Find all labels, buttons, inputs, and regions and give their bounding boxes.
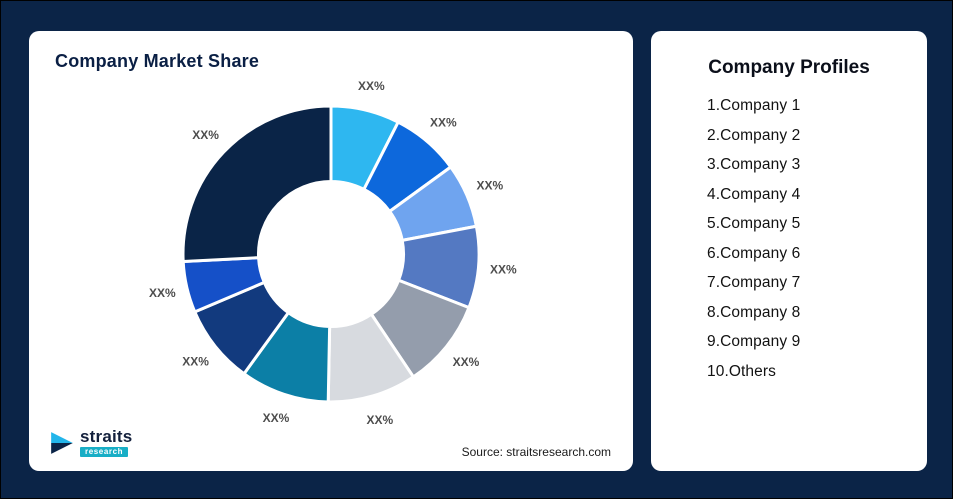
chart-title: Company Market Share: [55, 51, 260, 71]
list-item: 3.Company 3: [707, 156, 801, 173]
slice-label: XX%: [476, 178, 503, 192]
profiles-title: Company Profiles: [708, 57, 870, 78]
logo-name: straits: [80, 427, 133, 446]
slice-label: XX%: [149, 286, 176, 300]
list-item: 6.Company 6: [707, 244, 801, 262]
slice-label: XX%: [490, 263, 517, 277]
source-text: Source: straitsresearch.com: [461, 445, 611, 459]
logo-subname: research: [80, 447, 129, 457]
list-item: 1.Company 1: [707, 97, 801, 114]
list-item: 4.Company 4: [707, 185, 801, 203]
slice-label: XX%: [430, 115, 457, 129]
market-share-card: Company Market Share XX% XX% XX% XX% XX% XX% X…: [29, 31, 633, 471]
logo-text: straits research: [80, 428, 132, 457]
donut-chart: XX% XX% XX% XX% XX% XX% XX% XX% XX% XX%: [149, 79, 517, 427]
slice-label: XX%: [453, 355, 480, 369]
slice-label: XX%: [366, 413, 393, 427]
company-profiles-card: Company Profiles 1.Company 1 2.Company 2…: [651, 31, 927, 471]
list-item: 10.Others: [707, 362, 776, 380]
straits-research-logo: straits research: [49, 428, 132, 457]
donut-slice: [181, 104, 333, 263]
slice-label: XX%: [358, 79, 385, 93]
list-item: 8.Company 8: [707, 303, 801, 321]
slice-label: XX%: [192, 128, 219, 142]
slice-label: XX%: [182, 355, 209, 369]
profiles-list: 1.Company 1 2.Company 2 3.Company 3 4.Co…: [651, 97, 927, 381]
list-item: 2.Company 2: [707, 126, 801, 144]
list-item: 7.Company 7: [707, 274, 801, 291]
list-item: 5.Company 5: [707, 215, 801, 232]
list-item: 9.Company 9: [707, 333, 801, 350]
logo-arrow-icon: [51, 431, 73, 454]
slice-label: XX%: [263, 411, 290, 425]
